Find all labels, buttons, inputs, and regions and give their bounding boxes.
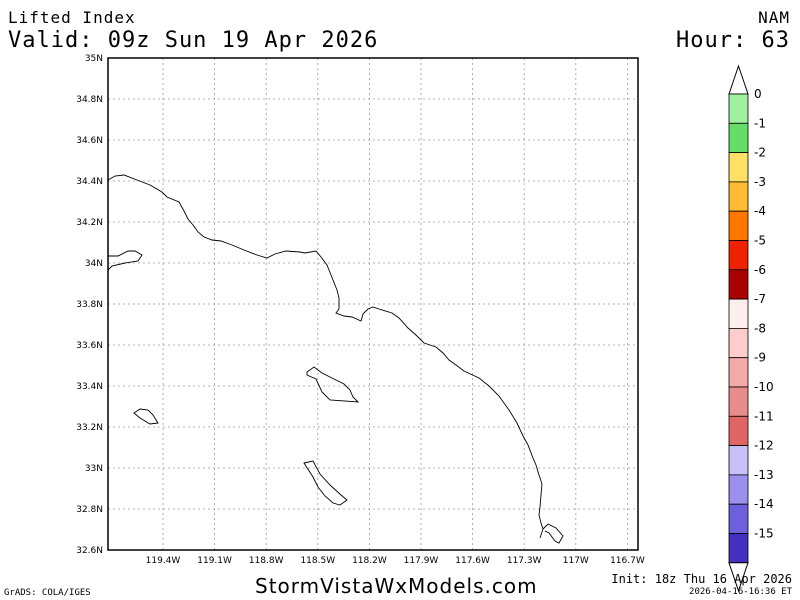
- lon-label: 117.3W: [507, 556, 542, 566]
- lon-label: 118.8W: [249, 556, 284, 566]
- lon-label: 116.7W: [610, 556, 645, 566]
- santa-catalina-island: [306, 366, 360, 403]
- legend-swatch: [728, 210, 749, 241]
- lat-label: 33.2N: [76, 423, 103, 433]
- legend-label: -5: [754, 234, 766, 248]
- lat-label: 33.8N: [76, 300, 103, 310]
- legend-label: -14: [754, 497, 774, 511]
- anacapa-coast-fragment: [107, 250, 143, 271]
- valid-time: Valid: 09z Sun 19 Apr 2026: [8, 28, 379, 53]
- lon-label: 117W: [563, 556, 589, 566]
- lon-label: 118.5W: [300, 556, 335, 566]
- legend-label: -12: [754, 439, 774, 453]
- generated-stamp: 2026-04-16-16:36 ET: [689, 587, 792, 597]
- legend-swatch: [728, 327, 749, 359]
- lat-label: 34.2N: [76, 218, 103, 228]
- forecast-hour: Hour: 63: [676, 28, 790, 53]
- init-time: Init: 18z Thu 16 Apr 2026: [611, 572, 792, 586]
- lon-label: 117.9W: [404, 556, 439, 566]
- san-clemente-island: [303, 460, 348, 506]
- legend-label: -2: [754, 146, 766, 160]
- legend-label: -1: [754, 116, 766, 130]
- legend-swatch: [728, 533, 749, 564]
- point-loma: [542, 523, 564, 544]
- lat-label: 34.6N: [76, 136, 103, 146]
- lat-label: 35N: [85, 54, 103, 64]
- lon-label: 118.2W: [352, 556, 387, 566]
- legend-label: -13: [754, 468, 774, 482]
- lat-label: 34N: [85, 259, 103, 269]
- grads-credit: GrADS: COLA/IGES: [4, 588, 91, 598]
- lat-label: 34.8N: [76, 95, 103, 105]
- latitude-labels: 35N 34.8N 34.6N 34.4N 34.2N 34N 33.8N 33.6N 33.4…: [76, 54, 103, 556]
- field-title: Lifted Index: [8, 8, 136, 27]
- model-name: NAM: [758, 8, 790, 27]
- lat-label: 32.6N: [76, 546, 103, 556]
- website-label: StormVistaWxModels.com: [255, 574, 538, 598]
- lon-label: 119.4W: [146, 556, 181, 566]
- legend-label: -7: [754, 292, 766, 306]
- mainland-coastline: [107, 174, 544, 539]
- legend-swatch: [728, 386, 749, 417]
- legend-swatch: [728, 474, 749, 505]
- lat-label: 33N: [85, 464, 103, 474]
- legend-label: 0: [754, 87, 762, 101]
- san-nicolas-island: [133, 408, 159, 425]
- legend-label: -6: [754, 263, 766, 277]
- map-grid: [108, 58, 638, 550]
- map-frame: [107, 57, 639, 551]
- legend-label: -9: [754, 351, 766, 365]
- legend-label: -10: [754, 380, 774, 394]
- lat-label: 33.4N: [76, 382, 103, 392]
- legend-label: -15: [754, 527, 774, 541]
- legend-top-arrow: [728, 64, 749, 95]
- legend-swatch: [728, 445, 749, 476]
- legend-swatch: [728, 415, 749, 446]
- legend-swatch: [728, 152, 749, 183]
- lat-label: 34.4N: [76, 177, 103, 187]
- legend-label: -3: [754, 175, 766, 189]
- legend-swatch: [728, 122, 749, 154]
- lon-label: 117.6W: [455, 556, 490, 566]
- lat-label: 32.8N: [76, 505, 103, 515]
- legend-swatch: [728, 181, 749, 212]
- lon-label: 119.1W: [197, 556, 232, 566]
- legend-label: -4: [754, 204, 766, 218]
- legend-swatch: [728, 357, 749, 388]
- legend-swatch: [728, 298, 749, 329]
- longitude-labels: 119.4W 119.1W 118.8W 118.5W 118.2W 117.9W 117.…: [146, 556, 645, 566]
- coastline: [107, 174, 564, 544]
- legend-swatch: [728, 93, 749, 124]
- legend-swatch: [728, 503, 749, 534]
- legend-swatch: [728, 240, 749, 271]
- legend-bottom-arrow: [728, 562, 749, 593]
- legend-swatch: [728, 269, 749, 300]
- lat-label: 33.6N: [76, 341, 103, 351]
- legend-label: -11: [754, 409, 774, 423]
- color-legend: 0 -1 -2 -3 -4 -5 -6 -7 -8 -9 -10 -11 -12 -13 -14 -15: [728, 64, 774, 593]
- legend-label: -8: [754, 321, 766, 335]
